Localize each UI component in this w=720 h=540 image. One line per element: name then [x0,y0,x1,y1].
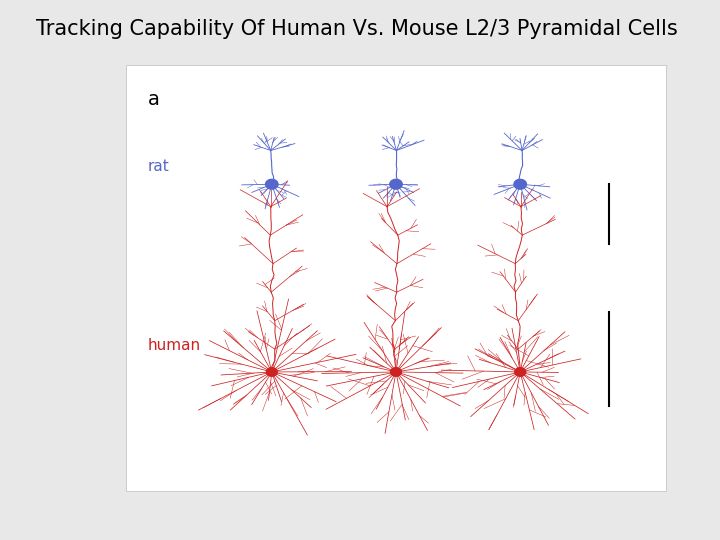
Polygon shape [266,368,277,376]
Text: rat: rat [148,159,169,174]
Polygon shape [390,179,402,189]
Polygon shape [390,368,402,376]
Polygon shape [266,179,278,189]
FancyBboxPatch shape [126,65,666,491]
Polygon shape [514,179,526,189]
Text: Tracking Capability Of Human Vs. Mouse L2/3 Pyramidal Cells: Tracking Capability Of Human Vs. Mouse L… [36,19,678,39]
Polygon shape [515,368,526,376]
Text: human: human [148,338,201,353]
Text: a: a [148,90,159,110]
